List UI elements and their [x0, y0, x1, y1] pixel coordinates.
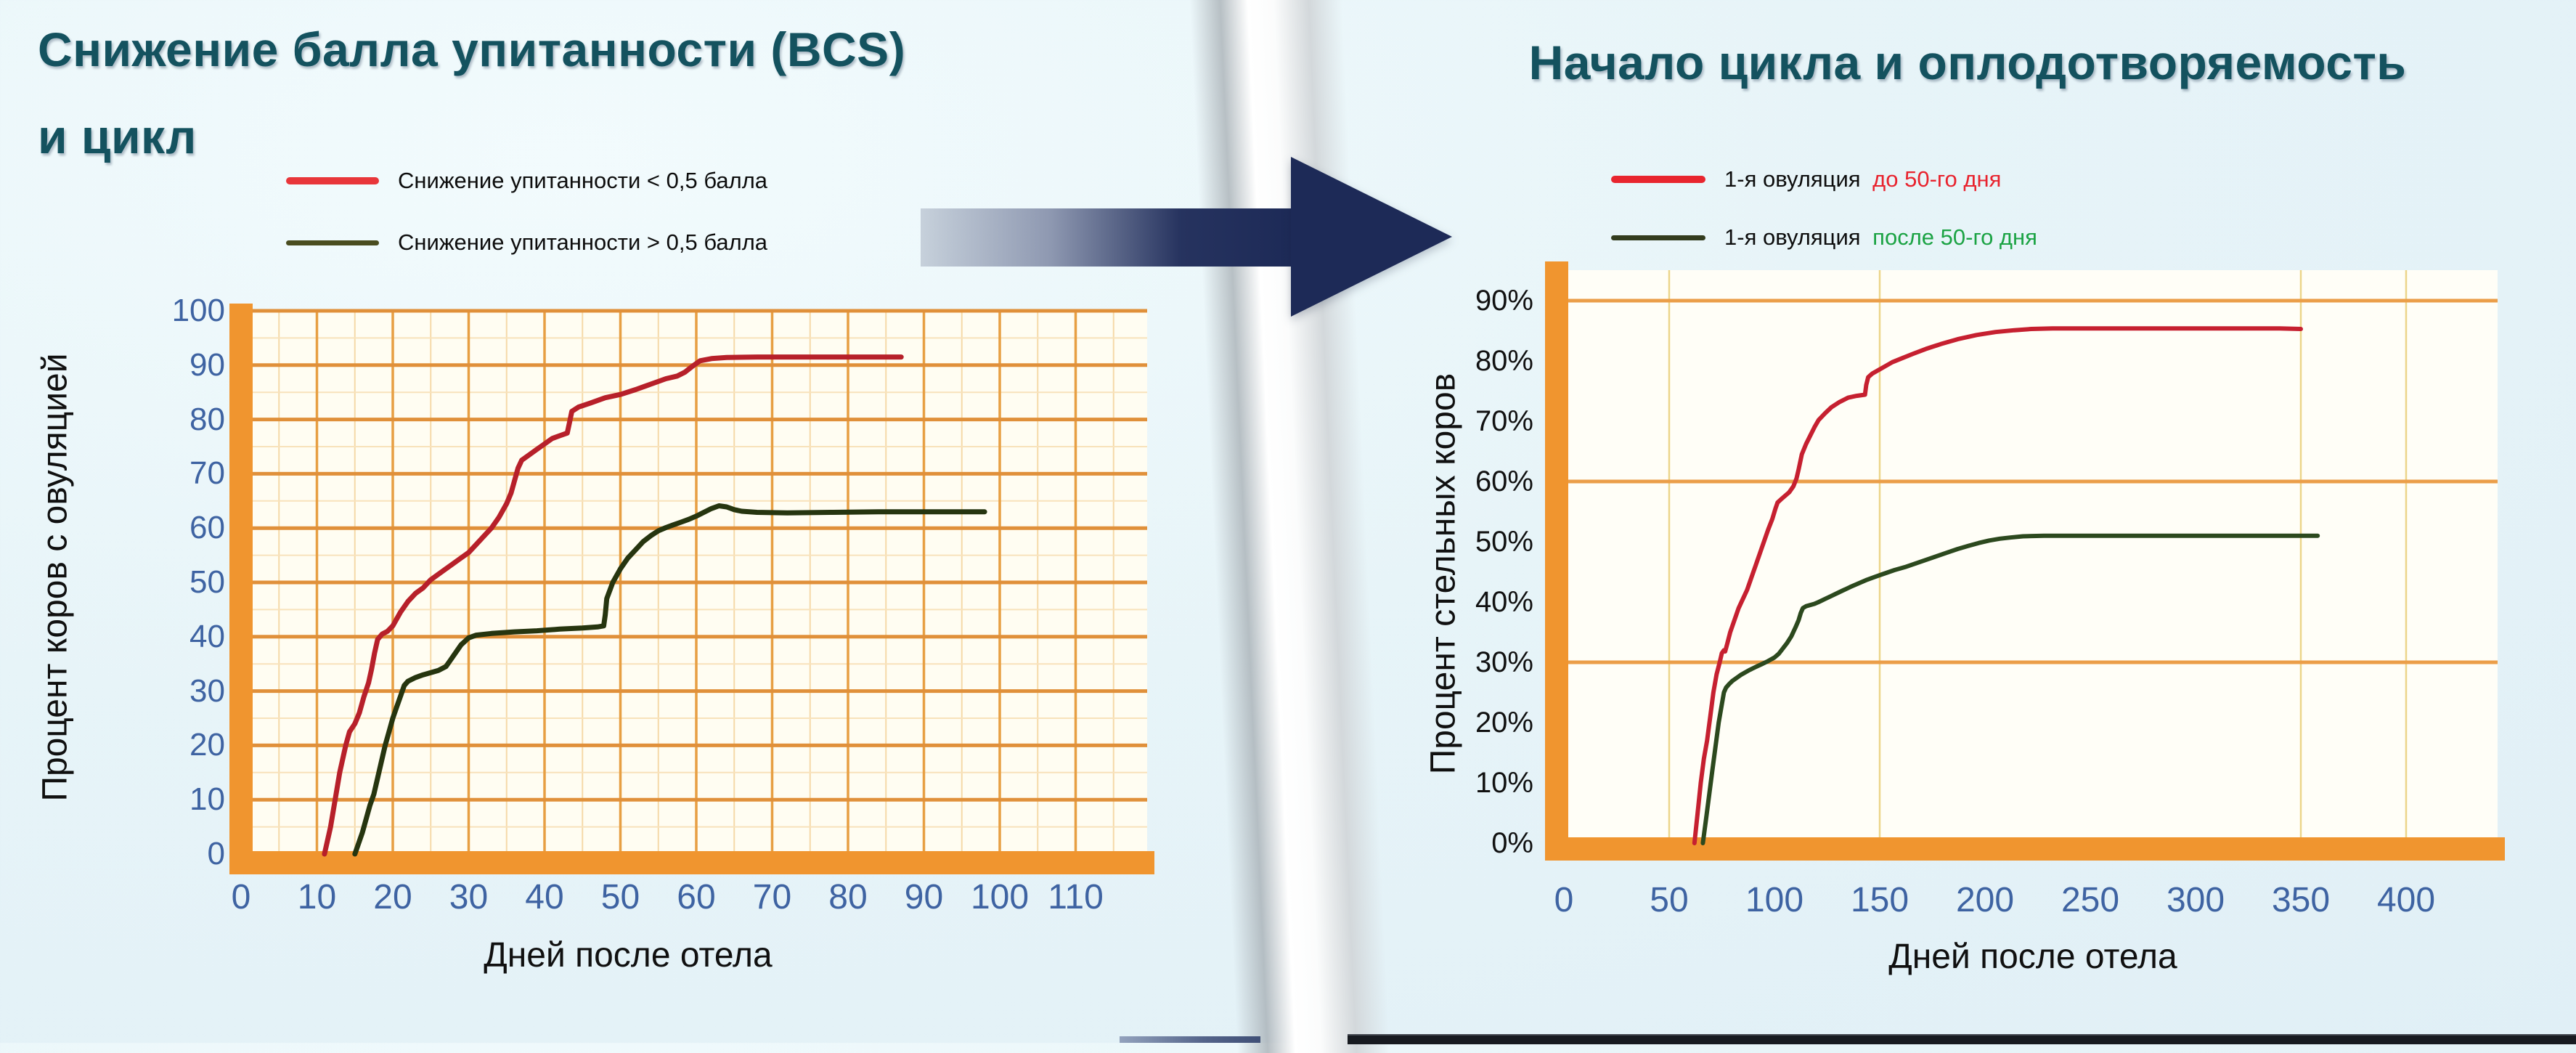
- transition-arrow-tail: [921, 208, 1292, 267]
- x-tick-label: 150: [1850, 881, 1909, 919]
- legend-line-red-icon: [1611, 176, 1705, 183]
- right-legend-label-1-suffix: до 50-го дня: [1872, 166, 2002, 192]
- left-chart-title-line1: Снижение балла упитанности (BCS): [38, 23, 906, 76]
- right-legend-label-1-prefix: 1-я овуляция: [1724, 166, 1861, 192]
- x-tick-label: 250: [2061, 881, 2120, 919]
- x-tick-label: 50: [600, 878, 640, 916]
- x-tick-label: 100: [970, 878, 1030, 916]
- y-axis-bar: [229, 304, 253, 874]
- legend-line-darkgreen-icon: [1611, 235, 1705, 240]
- right-legend-label-2: 1-я овуляция после 50-го дня: [1724, 224, 2037, 251]
- x-tick-label: 10: [297, 878, 337, 916]
- left-legend-row-2: Снижение упитанности > 0,5 балла: [286, 229, 768, 255]
- x-tick-label: 20: [373, 878, 412, 916]
- x-tick-label: 80: [828, 878, 868, 916]
- left-chart-title-line2: и цикл: [38, 110, 197, 163]
- y-tick-label: 50%: [1475, 526, 1533, 558]
- right-x-axis-title: Дней после отела: [1888, 938, 2177, 976]
- y-tick-label: 20: [189, 727, 225, 763]
- y-tick-label: 20%: [1475, 707, 1533, 739]
- plot-area: [1568, 270, 2498, 841]
- x-tick-label: 70: [752, 878, 792, 916]
- left-legend-row-1: Снижение упитанности < 0,5 балла: [286, 168, 767, 193]
- y-tick-label: 100: [171, 293, 225, 328]
- series-line: [352, 503, 987, 857]
- right-legend-row-2: 1-я овуляция после 50-го дня: [1611, 224, 2037, 251]
- y-tick-label: 10: [189, 781, 225, 818]
- y-tick-label: 60: [189, 510, 225, 546]
- series-line: [1692, 326, 2303, 845]
- y-tick-label: 30%: [1475, 646, 1533, 678]
- y-tick-label: 80%: [1475, 345, 1533, 377]
- legend-line-red-icon: [286, 177, 379, 184]
- x-tick-label: 50: [1650, 881, 1689, 919]
- y-tick-label: 80: [189, 401, 225, 437]
- x-tick-label: 350: [2271, 881, 2331, 919]
- y-tick-label: 40%: [1475, 586, 1533, 618]
- left-legend-label-2: Снижение упитанности > 0,5 балла: [398, 229, 768, 255]
- y-tick-label: 60%: [1475, 465, 1533, 497]
- y-tick-label: 0%: [1491, 827, 1533, 859]
- right-legend-row-1: 1-я овуляция до 50-го дня: [1611, 166, 2001, 192]
- series-line: [322, 354, 904, 857]
- y-tick-label: 50: [189, 564, 225, 600]
- x-tick-label: 60: [677, 878, 716, 916]
- right-legend-label-1: 1-я овуляция до 50-го дня: [1724, 166, 2001, 192]
- x-tick-label: 110: [1048, 878, 1104, 916]
- y-tick-label: 10%: [1475, 767, 1533, 799]
- x-axis-bar: [229, 851, 1154, 874]
- left-y-axis-title: Процент коров с овуляцией: [36, 353, 75, 802]
- right-legend-label-2-suffix: после 50-го дня: [1872, 224, 2037, 250]
- x-tick-label: 0: [231, 878, 251, 916]
- right-chart-title: Начало цикла и оплодотворяемость: [1528, 36, 2407, 89]
- y-tick-label: 90: [189, 346, 225, 383]
- x-tick-label: 90: [904, 878, 944, 916]
- right-y-axis-title: Процент стельных коров: [1424, 373, 1463, 775]
- x-tick-label: 30: [449, 878, 489, 916]
- bottom-edge-strip-left: [1120, 1036, 1260, 1043]
- series-line: [1700, 533, 2320, 845]
- left-legend-label-1: Снижение упитанности < 0,5 балла: [398, 168, 768, 193]
- y-tick-label: 70: [189, 455, 225, 492]
- x-tick-label: 300: [2166, 881, 2225, 919]
- y-tick-label: 30: [189, 672, 225, 709]
- x-tick-label: 400: [2376, 881, 2436, 919]
- y-axis-bar: [1545, 261, 1568, 861]
- x-tick-label: 200: [1955, 881, 2015, 919]
- left-x-axis-title: Дней после отела: [484, 936, 773, 975]
- bottom-edge-strip-right: [1348, 1034, 2576, 1044]
- transition-arrow-icon: [1291, 157, 1452, 317]
- y-tick-label: 40: [189, 618, 225, 654]
- y-tick-label: 70%: [1475, 405, 1533, 437]
- x-tick-label: 100: [1745, 881, 1804, 919]
- x-tick-label: 40: [525, 878, 564, 916]
- y-tick-label: 90%: [1475, 285, 1533, 317]
- legend-line-darkgreen-icon: [286, 240, 379, 245]
- x-tick-label: 0: [1554, 881, 1574, 919]
- right-legend-label-2-prefix: 1-я овуляция: [1724, 224, 1861, 250]
- y-tick-label: 0: [207, 836, 225, 871]
